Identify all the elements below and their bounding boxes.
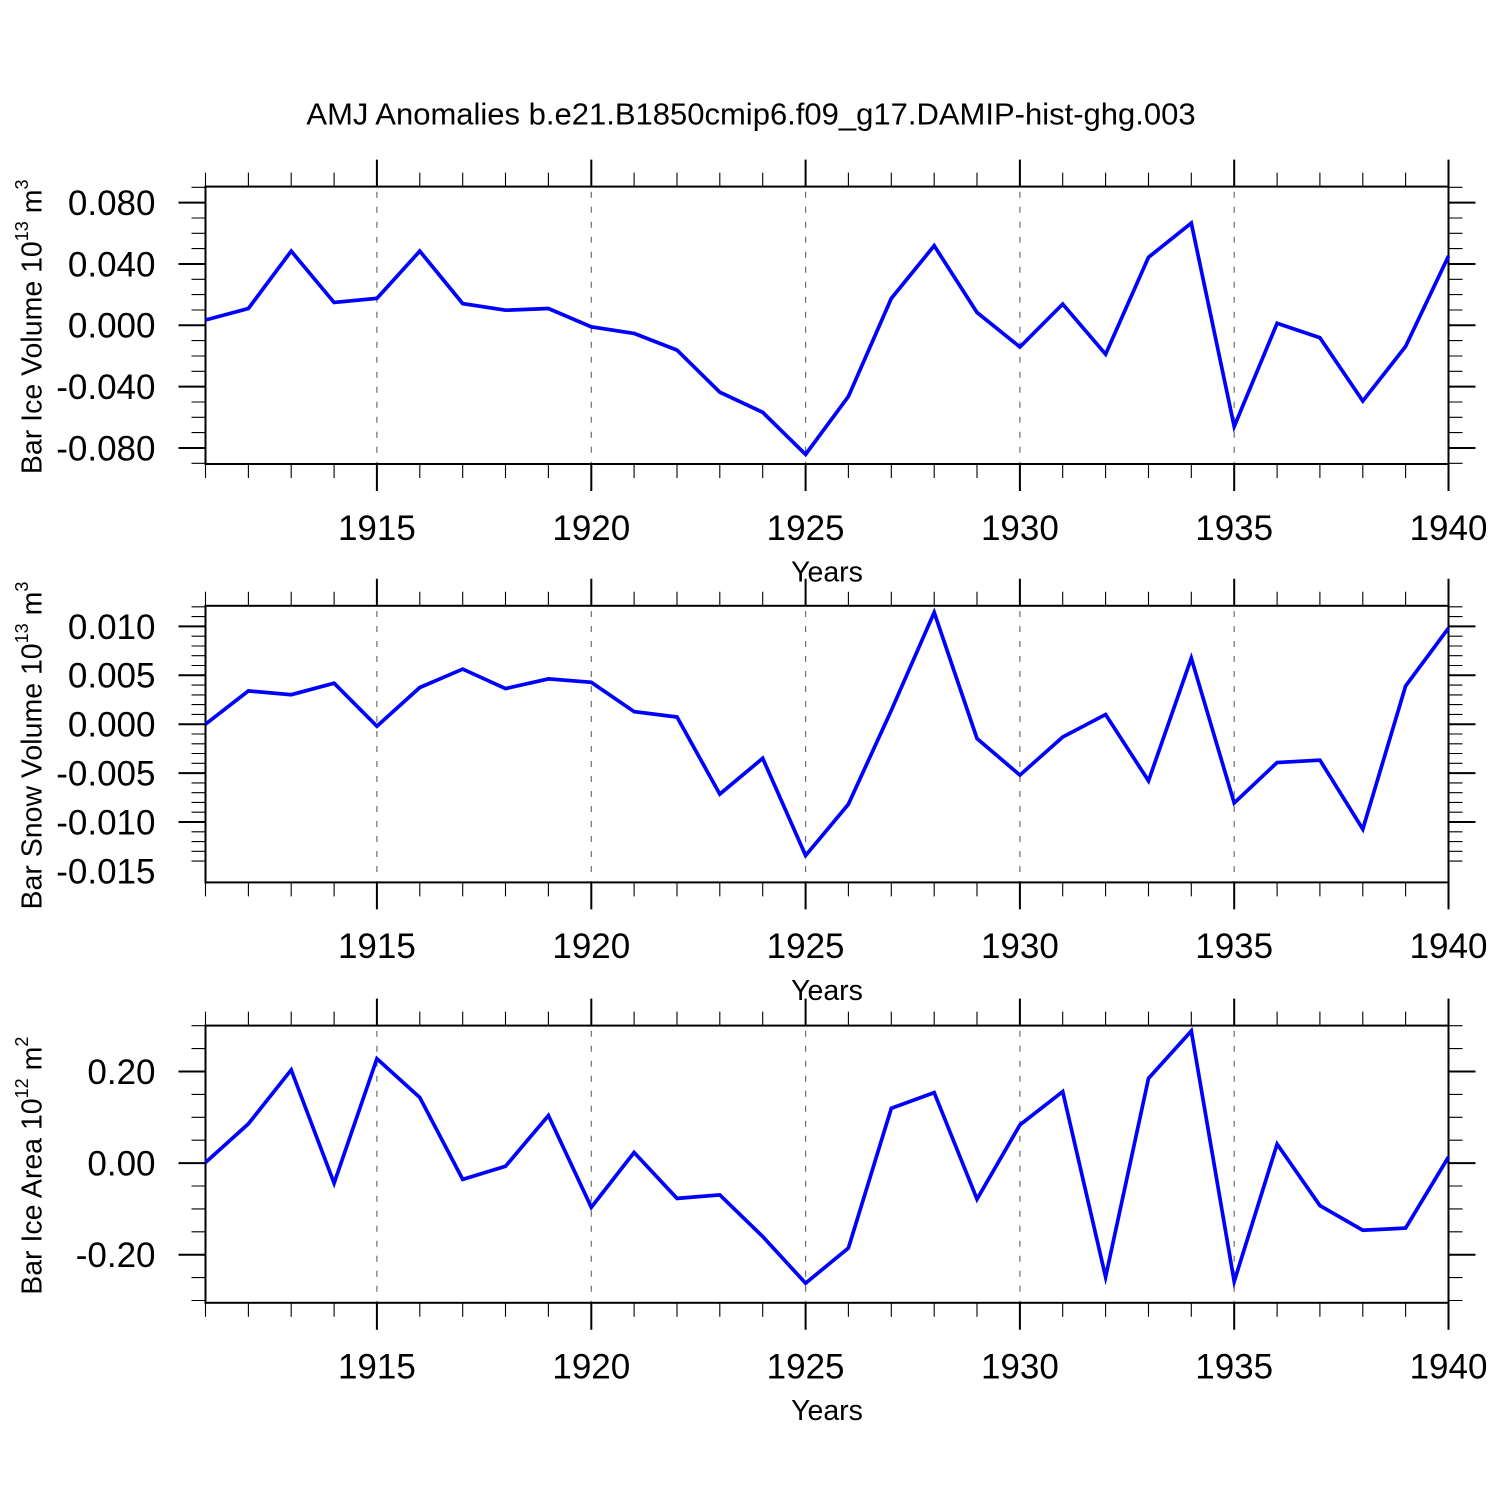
svg-text:1935: 1935 bbox=[1195, 509, 1273, 548]
svg-text:Years: Years bbox=[791, 1395, 863, 1427]
svg-text:Years: Years bbox=[791, 975, 863, 1007]
svg-text:0.20: 0.20 bbox=[87, 1053, 155, 1092]
svg-text:0.000: 0.000 bbox=[68, 706, 156, 745]
svg-text:1920: 1920 bbox=[552, 927, 630, 966]
svg-text:1935: 1935 bbox=[1195, 927, 1273, 966]
svg-text:0.00: 0.00 bbox=[87, 1145, 155, 1184]
svg-text:AMJ Anomalies b.e21.B1850cmip6: AMJ Anomalies b.e21.B1850cmip6.f09_g17.D… bbox=[306, 97, 1195, 132]
svg-text:1920: 1920 bbox=[552, 1348, 630, 1387]
svg-text:1915: 1915 bbox=[338, 1348, 416, 1387]
svg-text:Years: Years bbox=[791, 556, 863, 588]
svg-text:1930: 1930 bbox=[981, 1348, 1059, 1387]
svg-text:1930: 1930 bbox=[981, 509, 1059, 548]
svg-text:1940: 1940 bbox=[1410, 1348, 1488, 1387]
svg-text:0.005: 0.005 bbox=[68, 657, 156, 696]
svg-text:1915: 1915 bbox=[338, 509, 416, 548]
svg-text:1925: 1925 bbox=[767, 1348, 845, 1387]
svg-text:1925: 1925 bbox=[767, 509, 845, 548]
svg-text:1930: 1930 bbox=[981, 927, 1059, 966]
svg-text:-0.015: -0.015 bbox=[56, 852, 155, 891]
svg-text:0.080: 0.080 bbox=[68, 184, 156, 223]
svg-text:0.000: 0.000 bbox=[68, 307, 156, 346]
svg-text:1915: 1915 bbox=[338, 927, 416, 966]
svg-text:1935: 1935 bbox=[1195, 1348, 1273, 1387]
svg-text:-0.040: -0.040 bbox=[56, 368, 155, 407]
svg-text:1940: 1940 bbox=[1410, 509, 1488, 548]
svg-text:0.010: 0.010 bbox=[68, 608, 156, 647]
svg-text:-0.005: -0.005 bbox=[56, 755, 155, 794]
svg-text:1940: 1940 bbox=[1410, 927, 1488, 966]
svg-text:Bar Ice Area 1012 m2: Bar Ice Area 1012 m2 bbox=[12, 1037, 48, 1295]
svg-text:-0.080: -0.080 bbox=[56, 429, 155, 468]
svg-text:0.040: 0.040 bbox=[68, 245, 156, 284]
svg-text:1925: 1925 bbox=[767, 927, 845, 966]
svg-text:-0.010: -0.010 bbox=[56, 803, 155, 842]
svg-text:-0.20: -0.20 bbox=[76, 1236, 156, 1275]
svg-text:1920: 1920 bbox=[552, 509, 630, 548]
